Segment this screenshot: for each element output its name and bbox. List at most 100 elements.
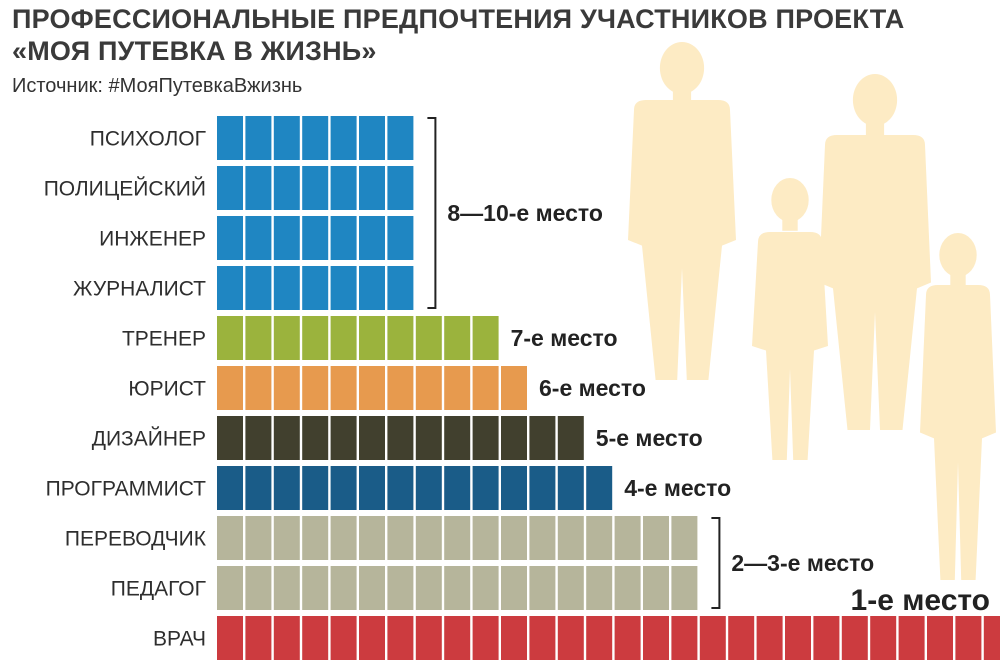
bar-segment xyxy=(671,616,698,660)
bar-segment xyxy=(444,616,471,660)
bar-segment xyxy=(756,616,783,660)
rank-label: 7-е место xyxy=(511,325,618,351)
bar-segment xyxy=(643,616,669,660)
bar-segment xyxy=(217,166,243,210)
bar-segment xyxy=(529,416,556,460)
bar-segment xyxy=(330,366,357,410)
category-label: ЮРИСТ xyxy=(128,378,206,401)
bar-segment xyxy=(387,516,414,560)
group-bracket xyxy=(711,517,721,609)
bar-segment xyxy=(728,616,755,660)
bar-3 xyxy=(217,216,414,260)
bar-segment xyxy=(330,116,357,160)
bar-segment xyxy=(415,516,442,560)
bar-segment xyxy=(302,266,329,310)
bar-segment xyxy=(245,566,272,610)
bar-segment xyxy=(529,466,556,510)
bar-segment xyxy=(359,166,385,210)
bar-segment xyxy=(927,616,953,660)
rank-label: 2—3-е место xyxy=(731,550,874,576)
bar-segment xyxy=(359,366,385,410)
bar-segment xyxy=(444,516,471,560)
bar-segment xyxy=(387,416,414,460)
bar-segment xyxy=(302,616,329,660)
people-silhouettes-illustration xyxy=(628,42,996,580)
bar-segment xyxy=(245,616,272,660)
bar-segment xyxy=(529,616,556,660)
bar-segment xyxy=(529,566,556,610)
bar-segment xyxy=(302,416,329,460)
bar-segment xyxy=(898,616,925,660)
bar-5 xyxy=(217,316,499,360)
bar-segment xyxy=(785,616,811,660)
bar-segment xyxy=(217,416,243,460)
bar-segment xyxy=(472,566,499,610)
bar-segment xyxy=(415,416,442,460)
bar-segment xyxy=(671,566,698,610)
bar-segment xyxy=(444,416,471,460)
bar-segment xyxy=(529,516,556,560)
bar-segment xyxy=(217,466,243,510)
bar-segment xyxy=(472,616,499,660)
category-label: ПСИХОЛОГ xyxy=(90,128,206,151)
bar-segment xyxy=(359,316,385,360)
bar-segment xyxy=(586,516,613,560)
bar-segment xyxy=(273,266,300,310)
bar-segment xyxy=(330,616,357,660)
bar-segment xyxy=(359,566,385,610)
bar-segment xyxy=(557,516,584,560)
bar-segment xyxy=(245,116,272,160)
bar-segment xyxy=(501,516,527,560)
bar-segment xyxy=(330,416,357,460)
bar-segment xyxy=(273,616,300,660)
bar-segment xyxy=(387,566,414,610)
bar-1 xyxy=(217,116,414,160)
bar-segment xyxy=(359,216,385,260)
bar-segment xyxy=(415,316,442,360)
bar-6 xyxy=(217,366,527,410)
bar-segment xyxy=(472,516,499,560)
bar-segment xyxy=(273,566,300,610)
bar-segment xyxy=(217,516,243,560)
bar-segment xyxy=(302,516,329,560)
bar-segment xyxy=(387,316,414,360)
rank-label: 1-е место xyxy=(851,584,990,617)
bar-segment xyxy=(586,466,613,510)
silhouette-person-2 xyxy=(752,178,828,460)
bar-segment xyxy=(273,166,300,210)
bar-segment xyxy=(273,116,300,160)
bar-segment xyxy=(415,616,442,660)
bar-segment xyxy=(501,616,527,660)
bar-segment xyxy=(415,366,442,410)
bar-segment xyxy=(444,566,471,610)
bar-segment xyxy=(245,366,272,410)
bar-segment xyxy=(557,616,584,660)
bar-segment xyxy=(217,366,243,410)
bar-segment xyxy=(302,316,329,360)
bar-segment xyxy=(444,316,471,360)
category-label: ПЕРЕВОДЧИК xyxy=(65,528,207,551)
bar-segment xyxy=(302,116,329,160)
group-bracket xyxy=(427,117,437,309)
bar-segment xyxy=(444,466,471,510)
category-label: ИНЖЕНЕР xyxy=(99,228,206,251)
bar-segment xyxy=(955,616,982,660)
bar-segment xyxy=(273,366,300,410)
bar-segment xyxy=(302,216,329,260)
bar-segment xyxy=(586,616,613,660)
bar-segment xyxy=(983,616,1000,660)
bar-segment xyxy=(870,616,897,660)
bar-segment xyxy=(330,216,357,260)
bar-segment xyxy=(643,516,669,560)
category-label: ТРЕНЕР xyxy=(122,328,206,351)
rank-label: 6-е место xyxy=(539,375,646,401)
bar-segment xyxy=(245,466,272,510)
bar-segment xyxy=(217,566,243,610)
bar-segment xyxy=(415,566,442,610)
category-label: ВРАЧ xyxy=(153,628,206,651)
bar-segment xyxy=(557,416,584,460)
bar-segment xyxy=(841,616,868,660)
bar-segment xyxy=(302,366,329,410)
bar-segment xyxy=(501,466,527,510)
bar-segment xyxy=(444,366,471,410)
